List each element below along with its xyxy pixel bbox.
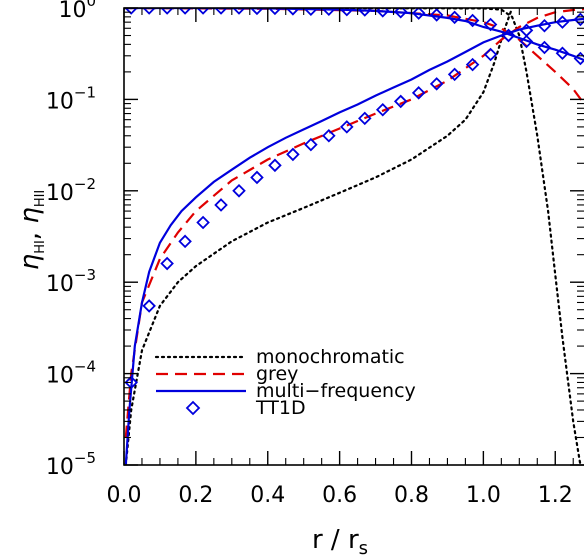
- marker-diamond: [178, 234, 192, 249]
- marker-diamond: [375, 103, 390, 117]
- marker-diamond: [214, 8, 228, 15]
- marker-diamond: [519, 34, 534, 49]
- legend-marker-diamond: [185, 400, 201, 416]
- marker-diamond: [340, 120, 354, 134]
- series-line-dashed-3: [124, 8, 584, 438]
- x-tick-label: 0.8: [394, 483, 429, 508]
- marker-diamond: [573, 51, 584, 66]
- marker-diamond: [196, 215, 210, 230]
- marker-diamond: [537, 40, 552, 55]
- marker-diamond: [393, 8, 408, 19]
- marker-diamond: [411, 8, 426, 20]
- legend-label: grey: [256, 363, 298, 385]
- series-line-solid-6: [124, 8, 584, 62]
- y-tick-label: 100: [58, 0, 96, 23]
- marker-diamond: [250, 170, 264, 185]
- x-tick-label: 0.0: [107, 483, 142, 508]
- marker-diamond: [286, 8, 300, 16]
- marker-diamond: [447, 67, 462, 82]
- marker-diamond: [465, 57, 480, 72]
- marker-diamond: [232, 184, 246, 198]
- marker-diamond: [465, 13, 480, 28]
- x-axis-ticks: 0.0 0.2 0.4 0.6 0.8 1.0 1.2: [107, 8, 574, 508]
- x-tick-label: 1.2: [538, 483, 573, 508]
- legend-entry: TT1D: [185, 397, 306, 419]
- y-tick-label: 10−4: [46, 358, 96, 389]
- y-tick-label: 10−3: [46, 266, 96, 297]
- marker-diamond: [429, 8, 444, 22]
- marker-diamond: [322, 8, 336, 16]
- svg-text:ηHI, ηHII: ηHI, ηHII: [15, 190, 48, 271]
- marker-diamond: [250, 8, 264, 16]
- marker-diamond: [178, 8, 192, 15]
- marker-diamond: [124, 8, 138, 15]
- marker-diamond: [142, 8, 156, 15]
- marker-diamond: [322, 128, 336, 143]
- marker-diamond: [340, 8, 354, 17]
- marker-diamond: [268, 8, 282, 16]
- marker-diamond: [573, 12, 584, 27]
- marker-diamond: [537, 18, 552, 33]
- marker-diamond: [411, 86, 426, 100]
- y-tick-label: 10−5: [46, 449, 96, 480]
- marker-diamond: [124, 375, 138, 390]
- legend-entry: monochromatic: [154, 346, 405, 368]
- marker-diamond: [447, 10, 462, 25]
- marker-diamond: [429, 77, 444, 91]
- marker-diamond: [232, 8, 246, 15]
- marker-diamond: [483, 47, 498, 62]
- legend-entry: grey: [156, 363, 298, 385]
- x-tick-label: 0.4: [250, 483, 285, 508]
- legend-label: monochromatic: [256, 346, 405, 368]
- marker-diamond: [501, 28, 516, 43]
- marker-diamond: [555, 15, 570, 29]
- marker-diamond: [375, 8, 390, 18]
- marker-diamond: [142, 299, 156, 313]
- legend-label: multi−frequency: [256, 380, 416, 402]
- y-axis-label: ηHI, ηHII: [15, 190, 48, 271]
- marker-diamond: [304, 137, 318, 152]
- marker-diamond: [160, 8, 174, 15]
- x-tick-label: 1.0: [466, 483, 501, 508]
- marker-diamond: [160, 256, 174, 271]
- marker-diamond: [286, 147, 300, 162]
- marker-diamond: [358, 111, 372, 126]
- marker-diamond: [268, 158, 282, 173]
- marker-diamond: [214, 198, 228, 212]
- y-tick-label: 10−1: [46, 83, 96, 114]
- marker-diamond: [304, 8, 318, 16]
- y-tick-label: 10−2: [46, 175, 96, 206]
- x-tick-label: 0.2: [178, 483, 213, 508]
- legend-label: TT1D: [255, 397, 306, 419]
- x-axis-label: r / rs: [312, 525, 368, 559]
- marker-diamond: [393, 94, 408, 109]
- series-line-solid-5: [124, 17, 584, 465]
- y-axis-ticks: 100 10−1 10−2 10−3 10−4 10−5: [46, 0, 584, 480]
- plot-frame: [123, 7, 584, 466]
- x-tick-label: 0.6: [322, 483, 357, 508]
- legend-entry: multi−frequency: [156, 380, 416, 402]
- marker-diamond: [196, 8, 210, 15]
- marker-diamond: [483, 17, 498, 32]
- marker-diamond: [555, 46, 570, 61]
- series-line-dotted-1: [124, 8, 514, 465]
